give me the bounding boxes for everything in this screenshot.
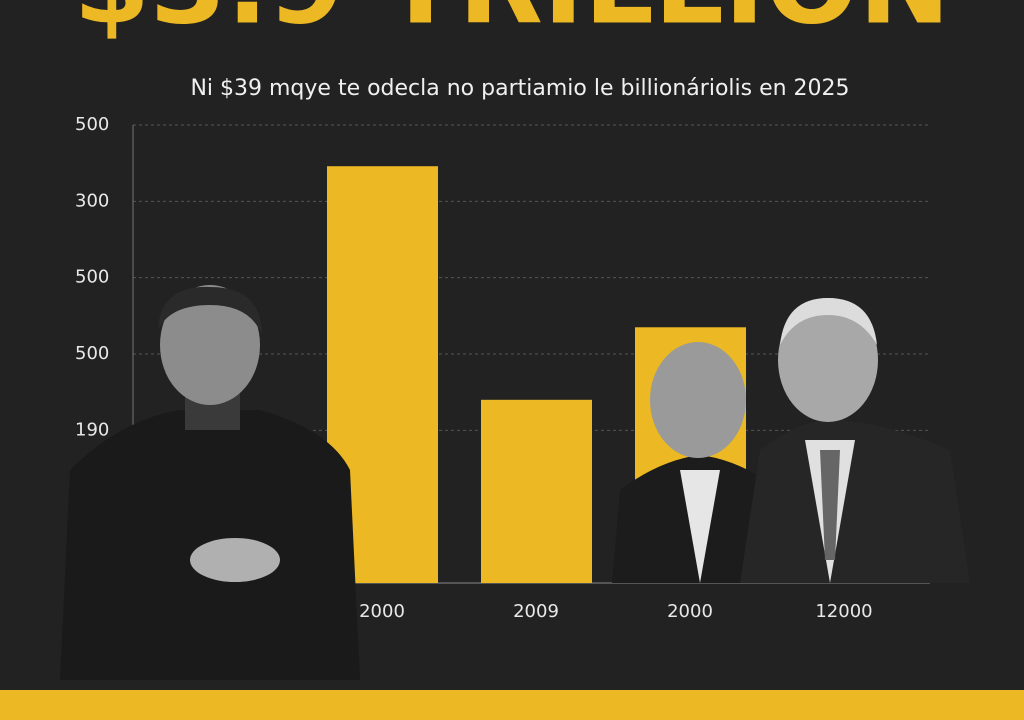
chart-title: $3.9 TRILLION [73, 0, 950, 48]
y-tick-label: 500 [75, 343, 109, 364]
y-tick-label: 300 [75, 190, 109, 211]
y-tick-label: 500 [75, 267, 109, 288]
footer-band [0, 690, 1024, 720]
x-tick-label: 2000 [359, 601, 405, 622]
person-right [740, 298, 970, 583]
chart-subtitle: Ni $39 mqye te odecla no partiamio le bi… [190, 76, 849, 101]
y-tick-label: 190 [75, 419, 109, 440]
x-tick-label: 2000 [667, 601, 713, 622]
x-tick-label: 12000 [815, 601, 872, 622]
person-left [60, 285, 360, 680]
bar [481, 399, 592, 583]
x-tick-label: 2009 [513, 601, 559, 622]
y-tick-label: 500 [75, 114, 109, 135]
